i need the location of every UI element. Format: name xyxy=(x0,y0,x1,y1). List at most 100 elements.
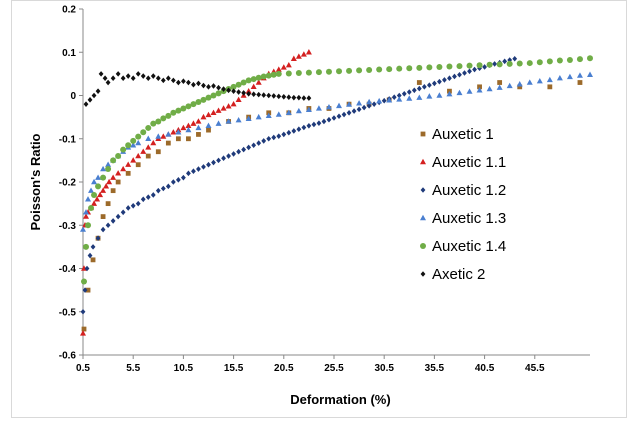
data-point xyxy=(84,265,90,272)
data-point xyxy=(225,103,232,109)
data-point xyxy=(566,73,573,80)
data-point xyxy=(91,178,98,185)
y-axis-title: Poisson's Ratio xyxy=(28,133,43,230)
data-point xyxy=(436,63,443,70)
data-point xyxy=(246,90,252,97)
data-point xyxy=(472,66,477,73)
data-point xyxy=(246,144,252,151)
data-point xyxy=(102,75,108,81)
data-point xyxy=(436,92,443,98)
data-point xyxy=(145,135,152,141)
data-point xyxy=(94,196,101,202)
legend-item: Auxetic 1.3 xyxy=(420,210,506,227)
data-point xyxy=(105,161,112,167)
data-point xyxy=(201,82,206,89)
data-point xyxy=(236,89,242,95)
x-tick-label: 30.5 xyxy=(374,363,394,374)
data-point xyxy=(80,226,86,232)
data-point xyxy=(230,83,237,90)
data-point xyxy=(140,129,147,136)
data-point xyxy=(185,126,192,133)
data-point xyxy=(321,118,327,125)
data-point xyxy=(406,65,413,72)
data-point xyxy=(356,100,363,106)
data-point xyxy=(170,77,176,84)
legend-marker xyxy=(420,131,426,137)
data-point xyxy=(261,92,267,98)
data-point xyxy=(255,113,262,120)
data-point xyxy=(276,133,282,139)
data-point xyxy=(271,93,277,99)
data-point xyxy=(230,100,237,107)
data-point xyxy=(105,166,112,173)
data-point xyxy=(130,157,137,163)
data-point xyxy=(486,85,493,92)
data-point xyxy=(305,106,312,112)
data-point xyxy=(81,278,88,285)
data-point xyxy=(261,138,267,144)
data-point xyxy=(366,103,372,109)
data-point xyxy=(290,55,297,61)
data-point xyxy=(506,60,513,67)
data-point xyxy=(135,133,142,140)
series-layer xyxy=(80,49,593,336)
data-point xyxy=(83,213,90,219)
data-point xyxy=(170,129,177,135)
data-point xyxy=(95,88,101,94)
data-point xyxy=(526,79,533,85)
data-point xyxy=(155,118,162,125)
y-tick-label: -0.5 xyxy=(59,307,77,318)
data-point xyxy=(326,116,332,123)
data-point xyxy=(135,200,141,207)
data-point xyxy=(265,112,272,119)
data-point xyxy=(245,77,252,84)
data-point xyxy=(306,95,312,101)
data-point xyxy=(115,179,121,185)
data-point xyxy=(91,200,98,206)
data-point xyxy=(517,84,523,90)
data-point xyxy=(95,174,102,180)
data-point xyxy=(205,111,212,118)
data-point xyxy=(90,257,96,263)
data-point xyxy=(97,191,104,198)
x-tick-label: 45.5 xyxy=(525,363,545,374)
legend: Auxetic 1 Auxetic 1.1 Auxetic 1.2 Auxetic 1… xyxy=(420,126,506,283)
legend-item: Auxetic 1 xyxy=(420,126,494,143)
data-point xyxy=(120,75,126,81)
data-point xyxy=(175,129,182,135)
data-point xyxy=(180,174,186,181)
data-point xyxy=(231,88,236,94)
data-point xyxy=(446,91,453,97)
data-point xyxy=(195,98,202,105)
data-point xyxy=(452,73,457,80)
data-point xyxy=(250,76,257,83)
data-point xyxy=(83,209,90,215)
data-point xyxy=(205,94,212,101)
data-point xyxy=(206,84,211,90)
y-tick-label: -0.6 xyxy=(59,351,77,362)
data-point xyxy=(105,79,111,86)
data-point xyxy=(341,111,347,118)
data-point xyxy=(235,81,242,88)
data-point xyxy=(91,92,97,99)
data-point xyxy=(196,166,201,172)
data-point xyxy=(286,129,292,136)
data-point xyxy=(516,81,523,87)
data-point xyxy=(83,101,89,107)
data-point xyxy=(216,84,221,91)
data-point xyxy=(476,87,483,93)
y-tick-label: 0 xyxy=(70,91,76,102)
x-tick-label: 20.5 xyxy=(274,363,294,374)
data-point xyxy=(512,55,518,62)
data-point xyxy=(295,53,302,59)
data-point xyxy=(225,118,232,124)
data-point xyxy=(95,183,102,190)
data-point xyxy=(356,67,363,74)
data-point xyxy=(206,127,211,133)
data-point xyxy=(556,57,563,64)
data-point xyxy=(145,194,151,200)
data-point xyxy=(130,142,137,148)
data-point xyxy=(110,75,116,81)
series-6-points xyxy=(83,71,312,107)
data-point xyxy=(456,89,463,96)
